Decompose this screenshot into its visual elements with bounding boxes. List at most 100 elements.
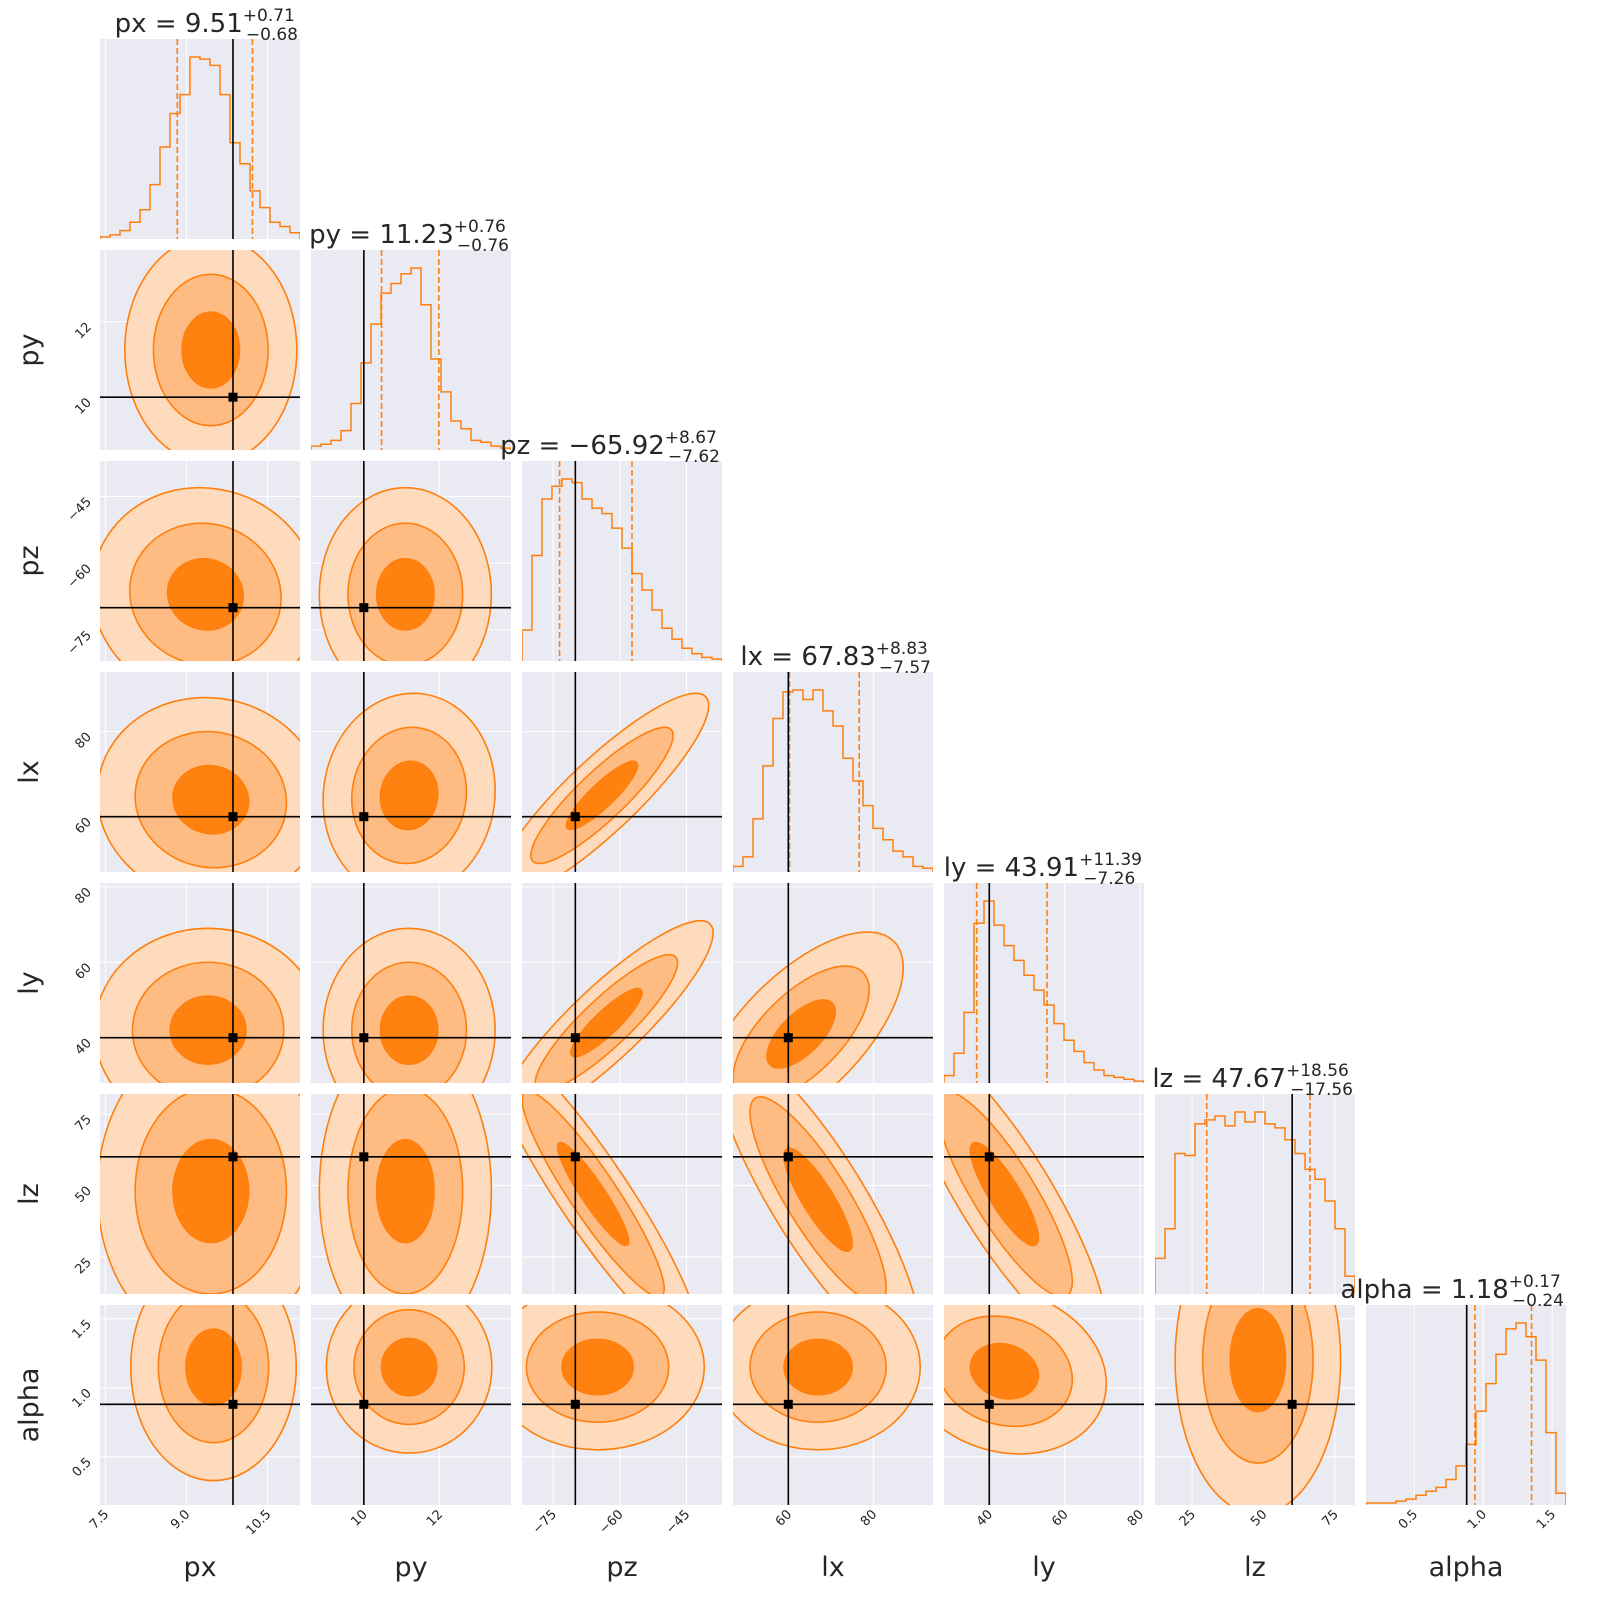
contour-level-1 xyxy=(570,987,643,1058)
y-axis-label-lz: lz xyxy=(14,1183,45,1205)
y-tick-label: 80 xyxy=(73,730,95,752)
contour-lx-ly xyxy=(733,883,933,1083)
y-axis-label-pz: pz xyxy=(14,545,45,576)
x-tick-label: 75 xyxy=(1320,1507,1342,1529)
y-axis-label-ly: ly xyxy=(14,971,45,995)
title-lz: lz = 47.67+18.56 −17.56 xyxy=(1152,1061,1353,1100)
contour-pz-lx xyxy=(522,672,722,872)
y-axis-label-lx: lx xyxy=(14,760,45,784)
x-tick-label: −60 xyxy=(597,1507,627,1537)
hist-alpha xyxy=(1366,1305,1566,1505)
truth-marker xyxy=(359,1399,369,1409)
x-axis-label-px: px xyxy=(183,1552,216,1583)
contour-py-lx xyxy=(311,672,511,872)
hist-step xyxy=(311,267,511,450)
hist-step xyxy=(1155,1111,1355,1294)
x-tick-label: 12 xyxy=(424,1507,446,1529)
x-axis-label-py: py xyxy=(394,1552,427,1583)
truth-marker xyxy=(783,1033,793,1043)
x-tick-label: 80 xyxy=(858,1507,880,1529)
title-lx: lx = 67.83+8.83 −7.57 xyxy=(740,639,931,678)
x-tick-label: 60 xyxy=(1049,1507,1071,1529)
truth-marker xyxy=(570,1399,580,1409)
contour-level-1 xyxy=(172,1138,250,1244)
contour-level-1 xyxy=(1229,1307,1287,1413)
x-tick-label: 80 xyxy=(1125,1507,1147,1529)
x-axis-label-lx: lx xyxy=(821,1552,845,1583)
panel-lz-hist xyxy=(1155,1094,1355,1294)
title-py: py = 11.23+0.76 −0.76 xyxy=(309,217,509,256)
contour-level-1 xyxy=(969,1342,1040,1400)
x-axis-label-alpha: alpha xyxy=(1429,1552,1504,1583)
x-tick-label: 0.5 xyxy=(1396,1507,1421,1532)
hist-step xyxy=(100,56,300,239)
title-alpha: alpha = 1.18+0.17 −0.24 xyxy=(1341,1272,1565,1311)
x-tick-label: 25 xyxy=(1177,1507,1199,1529)
hist-step xyxy=(1366,1322,1566,1505)
truth-marker xyxy=(783,1152,793,1162)
contour-level-1 xyxy=(379,760,439,831)
contour-lx-lz xyxy=(733,1094,933,1294)
truth-marker xyxy=(570,1152,580,1162)
truth-marker xyxy=(359,603,369,613)
truth-marker xyxy=(228,812,238,822)
contour-ly-lz xyxy=(944,1094,1144,1294)
truth-marker xyxy=(984,1152,994,1162)
truth-marker xyxy=(570,812,580,822)
y-tick-label: 10 xyxy=(73,395,95,417)
contour-px-lx xyxy=(100,672,300,872)
x-axis-label-ly: ly xyxy=(1032,1552,1056,1583)
contour-px-py xyxy=(100,250,300,450)
y-tick-label: 50 xyxy=(73,1184,95,1206)
truth-marker xyxy=(228,1152,238,1162)
panel-px-hist xyxy=(100,39,300,239)
title-pz: pz = −65.92+8.67 −7.62 xyxy=(500,428,720,467)
y-axis-label-py: py xyxy=(14,333,45,366)
contour-level-1 xyxy=(565,760,639,831)
truth-marker xyxy=(783,1399,793,1409)
x-tick-label: 1.0 xyxy=(1465,1507,1490,1532)
hist-lz xyxy=(1155,1094,1355,1294)
contour-py-pz xyxy=(311,461,511,661)
truth-marker xyxy=(228,392,238,402)
x-tick-label: 10.5 xyxy=(243,1507,274,1538)
contour-level-1 xyxy=(766,999,836,1069)
y-tick-label: 80 xyxy=(73,885,95,907)
panel-py-hist xyxy=(311,250,511,450)
x-axis-label-lz: lz xyxy=(1244,1552,1266,1583)
truth-marker xyxy=(228,1033,238,1043)
y-tick-label: −45 xyxy=(65,495,95,525)
hist-px xyxy=(100,39,300,239)
title-ly: ly = 43.91+11.39 −7.26 xyxy=(944,850,1142,889)
contour-level-1 xyxy=(375,557,435,631)
contour-ly-alpha xyxy=(944,1305,1144,1505)
x-tick-label: 7.5 xyxy=(87,1507,112,1532)
title-px: px = 9.51+0.71 −0.68 xyxy=(115,6,298,45)
contour-py-alpha xyxy=(311,1305,511,1505)
y-tick-label: 25 xyxy=(73,1255,95,1277)
truth-marker xyxy=(570,1033,580,1043)
y-tick-label: 75 xyxy=(73,1112,95,1134)
y-tick-label: 60 xyxy=(73,815,95,837)
contour-lz-alpha xyxy=(1155,1305,1355,1505)
contour-pz-ly xyxy=(522,883,722,1083)
hist-ly xyxy=(944,883,1144,1083)
hist-step xyxy=(522,478,722,661)
x-axis-label-pz: pz xyxy=(606,1552,637,1583)
hist-step xyxy=(944,900,1144,1083)
contour-pz-alpha xyxy=(522,1305,722,1505)
truth-marker xyxy=(359,1152,369,1162)
truth-marker xyxy=(1287,1399,1297,1409)
x-tick-label: −45 xyxy=(663,1507,693,1537)
contour-level-1 xyxy=(783,1147,853,1252)
contour-level-1 xyxy=(561,1338,634,1396)
y-tick-label: 0.5 xyxy=(70,1455,95,1480)
y-tick-label: −60 xyxy=(65,561,95,591)
x-tick-label: 50 xyxy=(1248,1507,1270,1529)
x-tick-label: 60 xyxy=(773,1507,795,1529)
contour-px-lz xyxy=(100,1094,300,1294)
hist-pz xyxy=(522,461,722,661)
contour-lx-alpha xyxy=(733,1305,933,1505)
contour-level-1 xyxy=(783,1338,853,1396)
